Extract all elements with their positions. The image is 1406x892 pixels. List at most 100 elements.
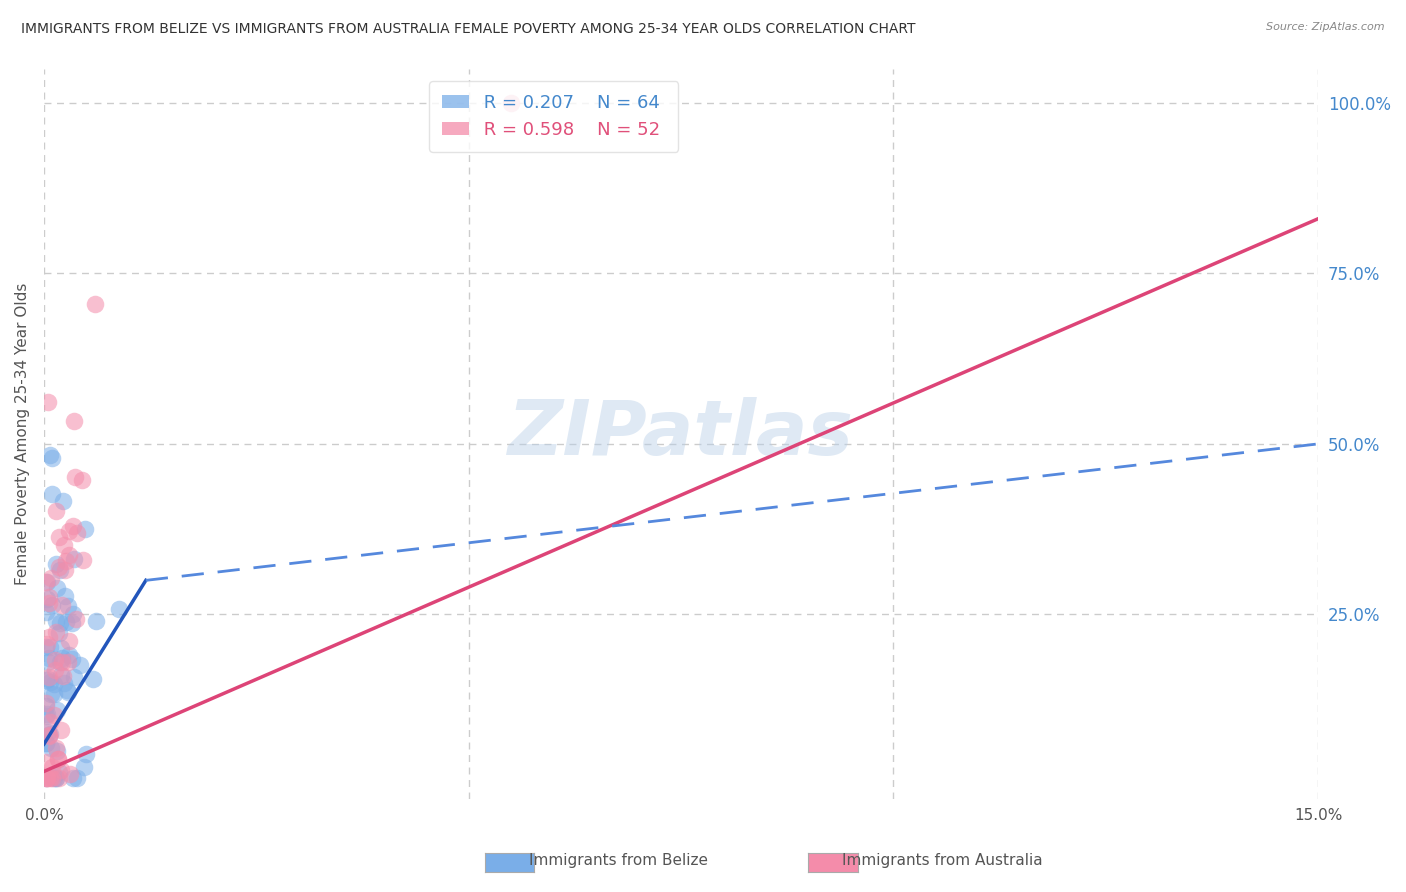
Point (41, 598, 63, 612)
Point (51, 598, 73, 612)
Point (34, 699, 56, 714)
Point (42, 772, 65, 786)
Point (38, 674, 60, 689)
Point (35, 574, 58, 589)
Point (52, 538, 75, 552)
Point (45, 557, 67, 571)
Point (62, 670, 84, 684)
Point (60, 615, 83, 630)
Point (39, 772, 62, 786)
Point (41, 450, 63, 465)
Point (56, 685, 79, 699)
Point (34, 640, 56, 654)
Point (38, 671, 60, 685)
Point (58, 648, 80, 662)
Point (49, 655, 72, 669)
Point (51, 655, 73, 669)
Point (34, 772, 56, 786)
Point (69, 657, 91, 672)
Text: ZIPatlas: ZIPatlas (508, 397, 853, 471)
Point (45, 504, 67, 518)
Point (53, 589, 76, 603)
Point (49, 563, 72, 577)
Point (38, 448, 60, 462)
Point (39, 571, 62, 585)
Point (37, 655, 59, 669)
Point (52, 494, 75, 508)
Point (56, 599, 79, 613)
Text: IMMIGRANTS FROM BELIZE VS IMMIGRANTS FROM AUSTRALIA FEMALE POVERTY AMONG 25-34 Y: IMMIGRANTS FROM BELIZE VS IMMIGRANTS FRO… (21, 22, 915, 37)
Point (35, 772, 58, 786)
Point (60, 652, 83, 666)
Point (34, 756, 56, 770)
Point (501, 95, 523, 110)
Point (66, 525, 89, 540)
Point (48, 559, 70, 574)
Point (45, 703, 67, 717)
Point (55, 615, 77, 629)
Point (37, 637, 59, 651)
Point (56, 656, 79, 670)
Text: Immigrants from Australia: Immigrants from Australia (842, 854, 1042, 868)
Point (44, 653, 66, 667)
Point (37, 672, 59, 686)
Point (70, 474, 93, 488)
Point (56, 683, 79, 698)
Point (44, 687, 66, 701)
Point (46, 751, 69, 765)
Point (72, 553, 94, 567)
Point (58, 549, 80, 563)
Point (58, 633, 80, 648)
Point (66, 772, 89, 786)
Point (34, 574, 56, 589)
Point (48, 615, 70, 630)
Point (45, 772, 67, 786)
Point (63, 552, 86, 566)
Point (39, 640, 62, 655)
Point (49, 723, 72, 738)
Point (38, 728, 60, 742)
Point (73, 522, 96, 536)
Point (48, 626, 70, 640)
Point (39, 687, 62, 701)
Point (55, 554, 77, 568)
Point (34, 709, 56, 723)
Point (46, 581, 69, 595)
Point (35, 696, 58, 710)
Point (52, 668, 75, 682)
Point (39, 727, 62, 741)
Point (58, 524, 80, 538)
Point (59, 767, 82, 781)
Legend:  R = 0.207    N = 64 ,  R = 0.598    N = 52 : R = 0.207 N = 64 , R = 0.598 N = 52 (429, 81, 678, 152)
Point (37, 724, 59, 739)
Point (38, 730, 60, 744)
Point (72, 760, 94, 774)
Point (63, 470, 86, 484)
Point (38, 596, 60, 610)
Point (62, 519, 84, 533)
Point (35, 605, 58, 619)
Point (48, 765, 70, 780)
Point (42, 677, 65, 691)
Point (35, 736, 58, 750)
Text: Immigrants from Belize: Immigrants from Belize (529, 854, 709, 868)
Point (51, 651, 73, 665)
Point (45, 624, 67, 639)
Point (41, 772, 63, 786)
Point (41, 760, 63, 774)
Text: Source: ZipAtlas.com: Source: ZipAtlas.com (1267, 22, 1385, 32)
Point (107, 602, 129, 616)
Point (35, 707, 58, 722)
Point (82, 672, 104, 686)
Point (48, 530, 70, 544)
Point (49, 668, 72, 682)
Point (41, 487, 63, 501)
Point (49, 764, 72, 778)
Y-axis label: Female Poverty Among 25-34 Year Olds: Female Poverty Among 25-34 Year Olds (15, 283, 30, 585)
Point (48, 772, 70, 786)
Point (45, 772, 67, 786)
Point (46, 743, 69, 757)
Point (35, 592, 58, 607)
Point (75, 747, 97, 761)
Point (46, 752, 69, 766)
